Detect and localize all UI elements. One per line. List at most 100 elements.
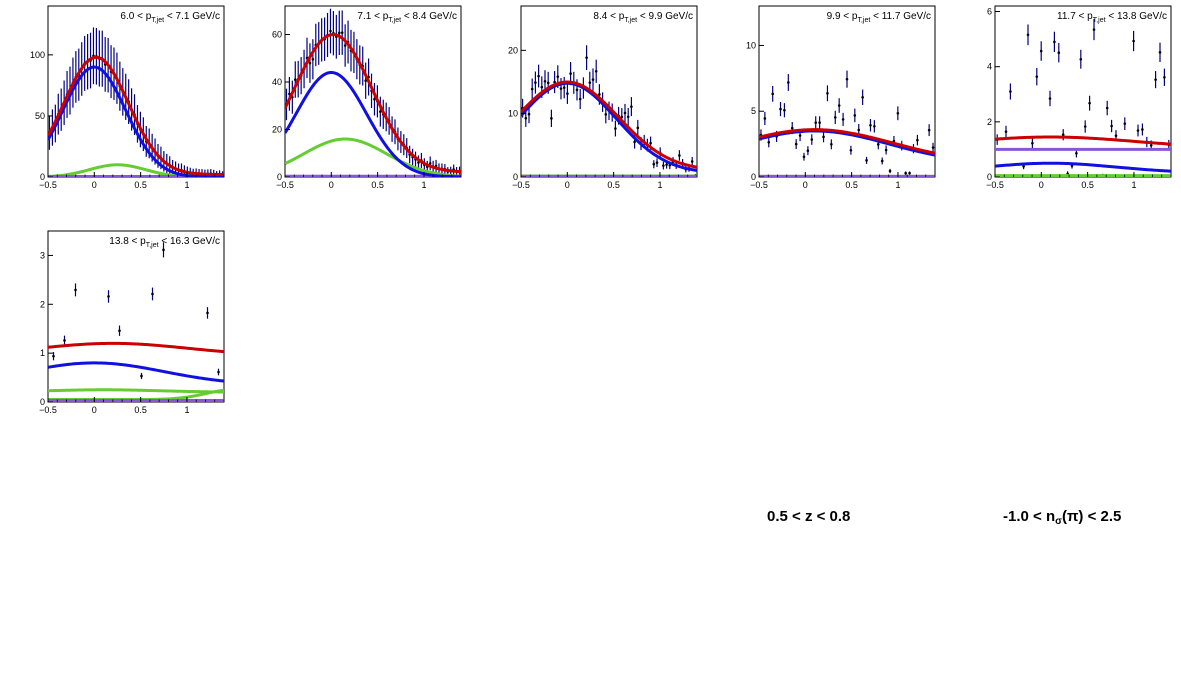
data-point (1035, 75, 1039, 78)
panel-title-sub: T,jet (857, 17, 870, 24)
data-point (626, 115, 630, 119)
data-point (206, 311, 209, 315)
data-point (880, 159, 884, 163)
data-point (636, 126, 640, 130)
y-tick-label: 10 (508, 109, 518, 119)
plot-area (48, 242, 224, 402)
data-point (931, 146, 935, 149)
y-tick-label: 60 (272, 30, 282, 40)
fit-curve-total (521, 80, 697, 169)
data-point (566, 92, 569, 95)
data-point (578, 97, 582, 101)
data-point (543, 79, 547, 83)
data-point (1088, 101, 1091, 105)
data-point (904, 171, 907, 175)
x-tick-label: 1 (1131, 180, 1136, 190)
y-tick-label: 0 (987, 172, 992, 182)
data-point (845, 77, 849, 81)
data-point (665, 163, 668, 166)
x-tick-label: −0.5 (276, 180, 294, 190)
data-point (767, 140, 771, 144)
panel-title-pre: 13.8 < p (109, 236, 146, 247)
data-point (678, 154, 681, 157)
data-point (569, 72, 572, 75)
data-point (655, 161, 659, 164)
x-tick-label: 0.5 (1081, 180, 1094, 190)
data-point (575, 88, 579, 92)
data-point (594, 70, 598, 73)
nsigma-caption-pre: -1.0 < n (1003, 508, 1056, 525)
plot-area (285, 8, 461, 177)
data-point (329, 29, 332, 33)
data-point (1039, 49, 1043, 53)
panel-title: 13.8 < pT,jet < 16.3 GeV/c (109, 236, 220, 249)
y-tick-label: 0 (513, 172, 518, 182)
data-point (916, 138, 919, 142)
data-point (771, 92, 774, 96)
data-point (1057, 51, 1061, 54)
data-point (343, 44, 347, 47)
data-point (1132, 39, 1135, 43)
data-point (896, 112, 900, 115)
panel-title-sub: T,jet (146, 242, 159, 249)
data-point (927, 128, 931, 132)
fit-curve-blue (48, 361, 224, 383)
x-tick-label: 1 (184, 180, 189, 190)
data-point (833, 116, 837, 119)
data-point (530, 87, 534, 91)
panel-title-pre: 9.9 < p (827, 11, 858, 22)
data-point (1110, 124, 1113, 128)
data-point (1163, 75, 1166, 79)
y-tick-label: 20 (508, 45, 518, 55)
x-tick-label: −0.5 (750, 180, 768, 190)
plot-frame (47, 5, 225, 178)
data-point (662, 164, 665, 167)
panel-title-sub: T,jet (1093, 17, 1106, 24)
x-tick-label: 1 (657, 180, 662, 190)
data-point (585, 56, 588, 59)
x-tick-label: 0.5 (845, 180, 858, 190)
data-point (151, 292, 154, 296)
nsigma-caption-post: (π) < 2.5 (1061, 508, 1122, 525)
data-point (308, 61, 312, 65)
data-point (873, 124, 876, 128)
fit-curve-total (759, 128, 935, 155)
fit-curve-total (48, 341, 224, 354)
data-point (633, 140, 636, 144)
data-point (591, 78, 595, 81)
x-tick-label: 0 (565, 180, 570, 190)
data-point (884, 148, 888, 152)
panel-title: 11.7 < pT,jet < 13.8 GeV/c (1057, 11, 1167, 24)
y-tick-label: 2 (40, 299, 45, 309)
data-point (562, 86, 566, 89)
x-tick-label: 0 (1039, 180, 1044, 190)
x-tick-label: −0.5 (39, 180, 57, 190)
fit-curve-green (48, 388, 224, 394)
data-point (779, 107, 782, 111)
data-point (822, 135, 825, 139)
data-point (1092, 28, 1096, 31)
y-tick-label: 0 (751, 172, 756, 182)
data-point (649, 141, 652, 145)
data-point (588, 81, 592, 84)
x-tick-label: 0 (803, 180, 808, 190)
plot-area (995, 19, 1171, 177)
data-point (630, 105, 633, 108)
data-point (1114, 134, 1118, 137)
x-tick-label: 0.5 (134, 405, 147, 415)
y-tick-label: 0 (40, 397, 45, 407)
data-point (841, 118, 845, 121)
data-point (546, 81, 550, 85)
panel-title-sub: T,jet (151, 17, 164, 24)
data-point (537, 74, 540, 78)
data-point (428, 162, 432, 165)
data-point (1123, 122, 1127, 125)
data-point (1149, 144, 1153, 147)
data-point (293, 78, 297, 81)
data-point (620, 115, 624, 119)
x-tick-label: 0 (92, 405, 97, 415)
